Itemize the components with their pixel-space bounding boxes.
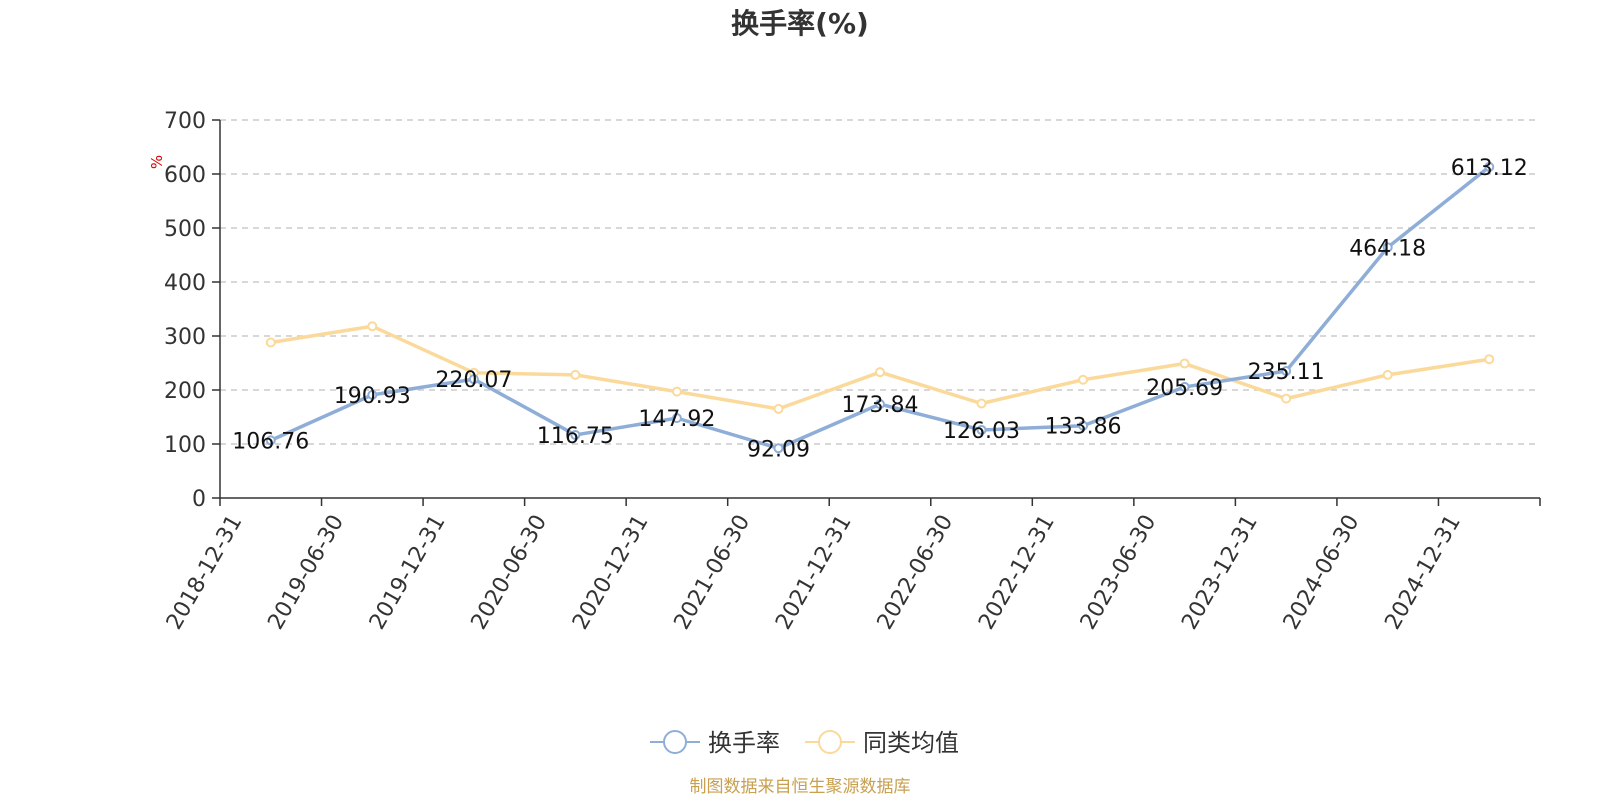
x-tick-label: 2018-12-31 <box>162 511 248 634</box>
data-point <box>265 435 276 446</box>
x-tick-label: 2020-12-31 <box>568 511 654 634</box>
data-labels: 106.76 190.93 220.07 116.75 147.92 92.09 173.8… <box>232 156 1527 462</box>
data-label: 173.84 <box>842 393 919 418</box>
x-tick-label: 2021-06-30 <box>670 511 756 634</box>
data-point <box>1078 420 1089 431</box>
data-point <box>875 367 885 378</box>
data-label: 220.07 <box>435 368 512 393</box>
data-label: 235.11 <box>1248 360 1325 385</box>
data-point <box>671 413 682 424</box>
data-point <box>1382 242 1393 253</box>
data-point <box>773 403 784 414</box>
data-point <box>1382 369 1393 380</box>
data-label: 116.75 <box>537 424 614 449</box>
data-point <box>875 399 885 410</box>
data-point <box>1281 366 1292 377</box>
data-point <box>468 374 479 385</box>
legend-label: 同类均值 <box>863 729 959 757</box>
x-tick-label: 2023-12-31 <box>1177 511 1263 634</box>
data-point <box>671 386 682 397</box>
legend-marker <box>818 730 842 754</box>
legend-item[interactable]: 同类均值 <box>805 729 959 757</box>
data-point <box>1281 393 1292 404</box>
data-point <box>1484 161 1495 172</box>
legend-marker <box>663 730 687 754</box>
chart-title: 换手率(%) <box>731 7 869 40</box>
series-lines <box>265 161 1495 454</box>
y-axis-unit: % <box>148 155 166 169</box>
legend-label: 换手率 <box>708 729 780 757</box>
y-tick-label: 300 <box>164 325 206 350</box>
data-label: 92.09 <box>747 437 810 462</box>
data-point <box>367 321 378 332</box>
x-tick-label: 2020-06-30 <box>467 511 553 634</box>
y-tick-label: 100 <box>164 433 206 458</box>
data-point <box>1179 358 1190 369</box>
x-tick-label: 2022-12-31 <box>974 511 1060 634</box>
x-tick-label: 2022-06-30 <box>873 511 959 634</box>
y-tick-label: 400 <box>164 271 206 296</box>
data-point <box>1179 381 1190 392</box>
data-point <box>570 369 581 380</box>
x-tick-label: 2021-12-31 <box>771 511 857 634</box>
data-point <box>976 424 987 435</box>
data-point <box>570 429 581 440</box>
x-tick-label: 2019-06-30 <box>263 511 349 634</box>
data-label: 126.03 <box>943 419 1020 444</box>
data-label: 205.69 <box>1146 376 1223 401</box>
data-label: 190.93 <box>334 384 411 409</box>
y-tick-label: 0 <box>192 487 206 512</box>
legend[interactable]: 换手率 同类均值 <box>650 729 959 757</box>
source-note: 制图数据来自恒生聚源数据库 <box>690 777 911 797</box>
x-tick-label: 2024-12-31 <box>1380 511 1466 634</box>
gridlines <box>220 119 1540 445</box>
y-tick-label: 200 <box>164 379 206 404</box>
data-point <box>367 389 378 400</box>
data-label: 133.86 <box>1045 415 1122 440</box>
data-point <box>773 443 784 454</box>
data-label: 613.12 <box>1451 156 1528 181</box>
y-tick-label: 700 <box>164 109 206 134</box>
data-label: 147.92 <box>638 407 715 432</box>
legend-item[interactable]: 换手率 <box>650 729 780 757</box>
axes: 0 100 200 300 400 500 600 700 2018-12-31 2019-06-… <box>162 109 1541 634</box>
x-tick-label: 2019-12-31 <box>365 511 451 634</box>
x-tick-label: 2023-06-30 <box>1076 511 1162 634</box>
data-point <box>976 398 987 409</box>
data-label: 106.76 <box>232 429 309 454</box>
data-point <box>1078 374 1089 385</box>
data-point <box>265 337 276 348</box>
y-tick-label: 500 <box>164 217 206 242</box>
x-tick-label: 2024-06-30 <box>1279 511 1365 634</box>
data-point <box>1484 354 1495 365</box>
y-tick-label: 600 <box>164 163 206 188</box>
data-label: 464.18 <box>1349 236 1426 261</box>
